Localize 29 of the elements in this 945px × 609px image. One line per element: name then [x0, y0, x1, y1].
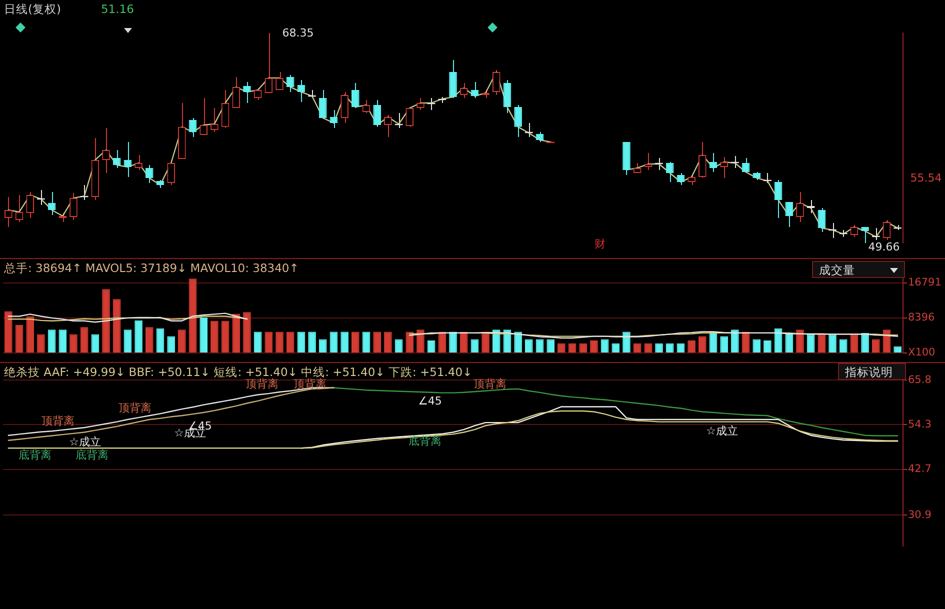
text: 55.54 — [910, 172, 942, 184]
y-tick-label: X100 — [908, 346, 936, 359]
chart-title: 绝杀技 AAF: +49.99↓ BBF: +50.11↓ 短线: +51.40↓ 中线: +51.40↓ 下跌: +51.40↓ — [4, 365, 472, 379]
annotation: 顶背离 — [246, 376, 278, 392]
annotation: 财 — [594, 236, 606, 252]
annotation: 顶背离 — [294, 378, 326, 392]
annotation: 顶背离 — [118, 400, 152, 416]
annotation: 底背离 — [408, 434, 442, 448]
chart-title: 总手: 38694↑ MAVOL5: 37189↓ MAVOL10: 38340↑ — [4, 261, 299, 275]
text: 51.16 — [100, 2, 134, 16]
y-tick-label: 30.9 — [908, 508, 932, 521]
annotation: 49.66 — [868, 240, 900, 254]
annotation: 底背离 — [76, 448, 108, 462]
annotation: 指标说明 — [845, 365, 893, 379]
button: 指标说明 — [838, 363, 906, 380]
annotation: 顶背离 — [474, 376, 506, 392]
chart-title: 日线(复权) — [4, 2, 61, 16]
y-tick-label: 8396 — [908, 312, 936, 324]
annotation: 底背离 — [18, 448, 52, 462]
annotation: ☆成立 — [706, 424, 738, 438]
y-tick-label: 54.3 — [908, 418, 932, 430]
annotation: ☆成立 — [69, 434, 101, 449]
y-tick-label: 42.7 — [908, 463, 932, 476]
annotation: ∠45 — [418, 394, 442, 408]
y-tick-label: 65.8 — [908, 374, 932, 386]
annotation: 68.35 — [282, 26, 314, 40]
annotation: 顶背离 — [42, 414, 74, 428]
y-tick-label: 16791 — [908, 276, 942, 289]
dropdown: 成交量 — [812, 261, 905, 278]
